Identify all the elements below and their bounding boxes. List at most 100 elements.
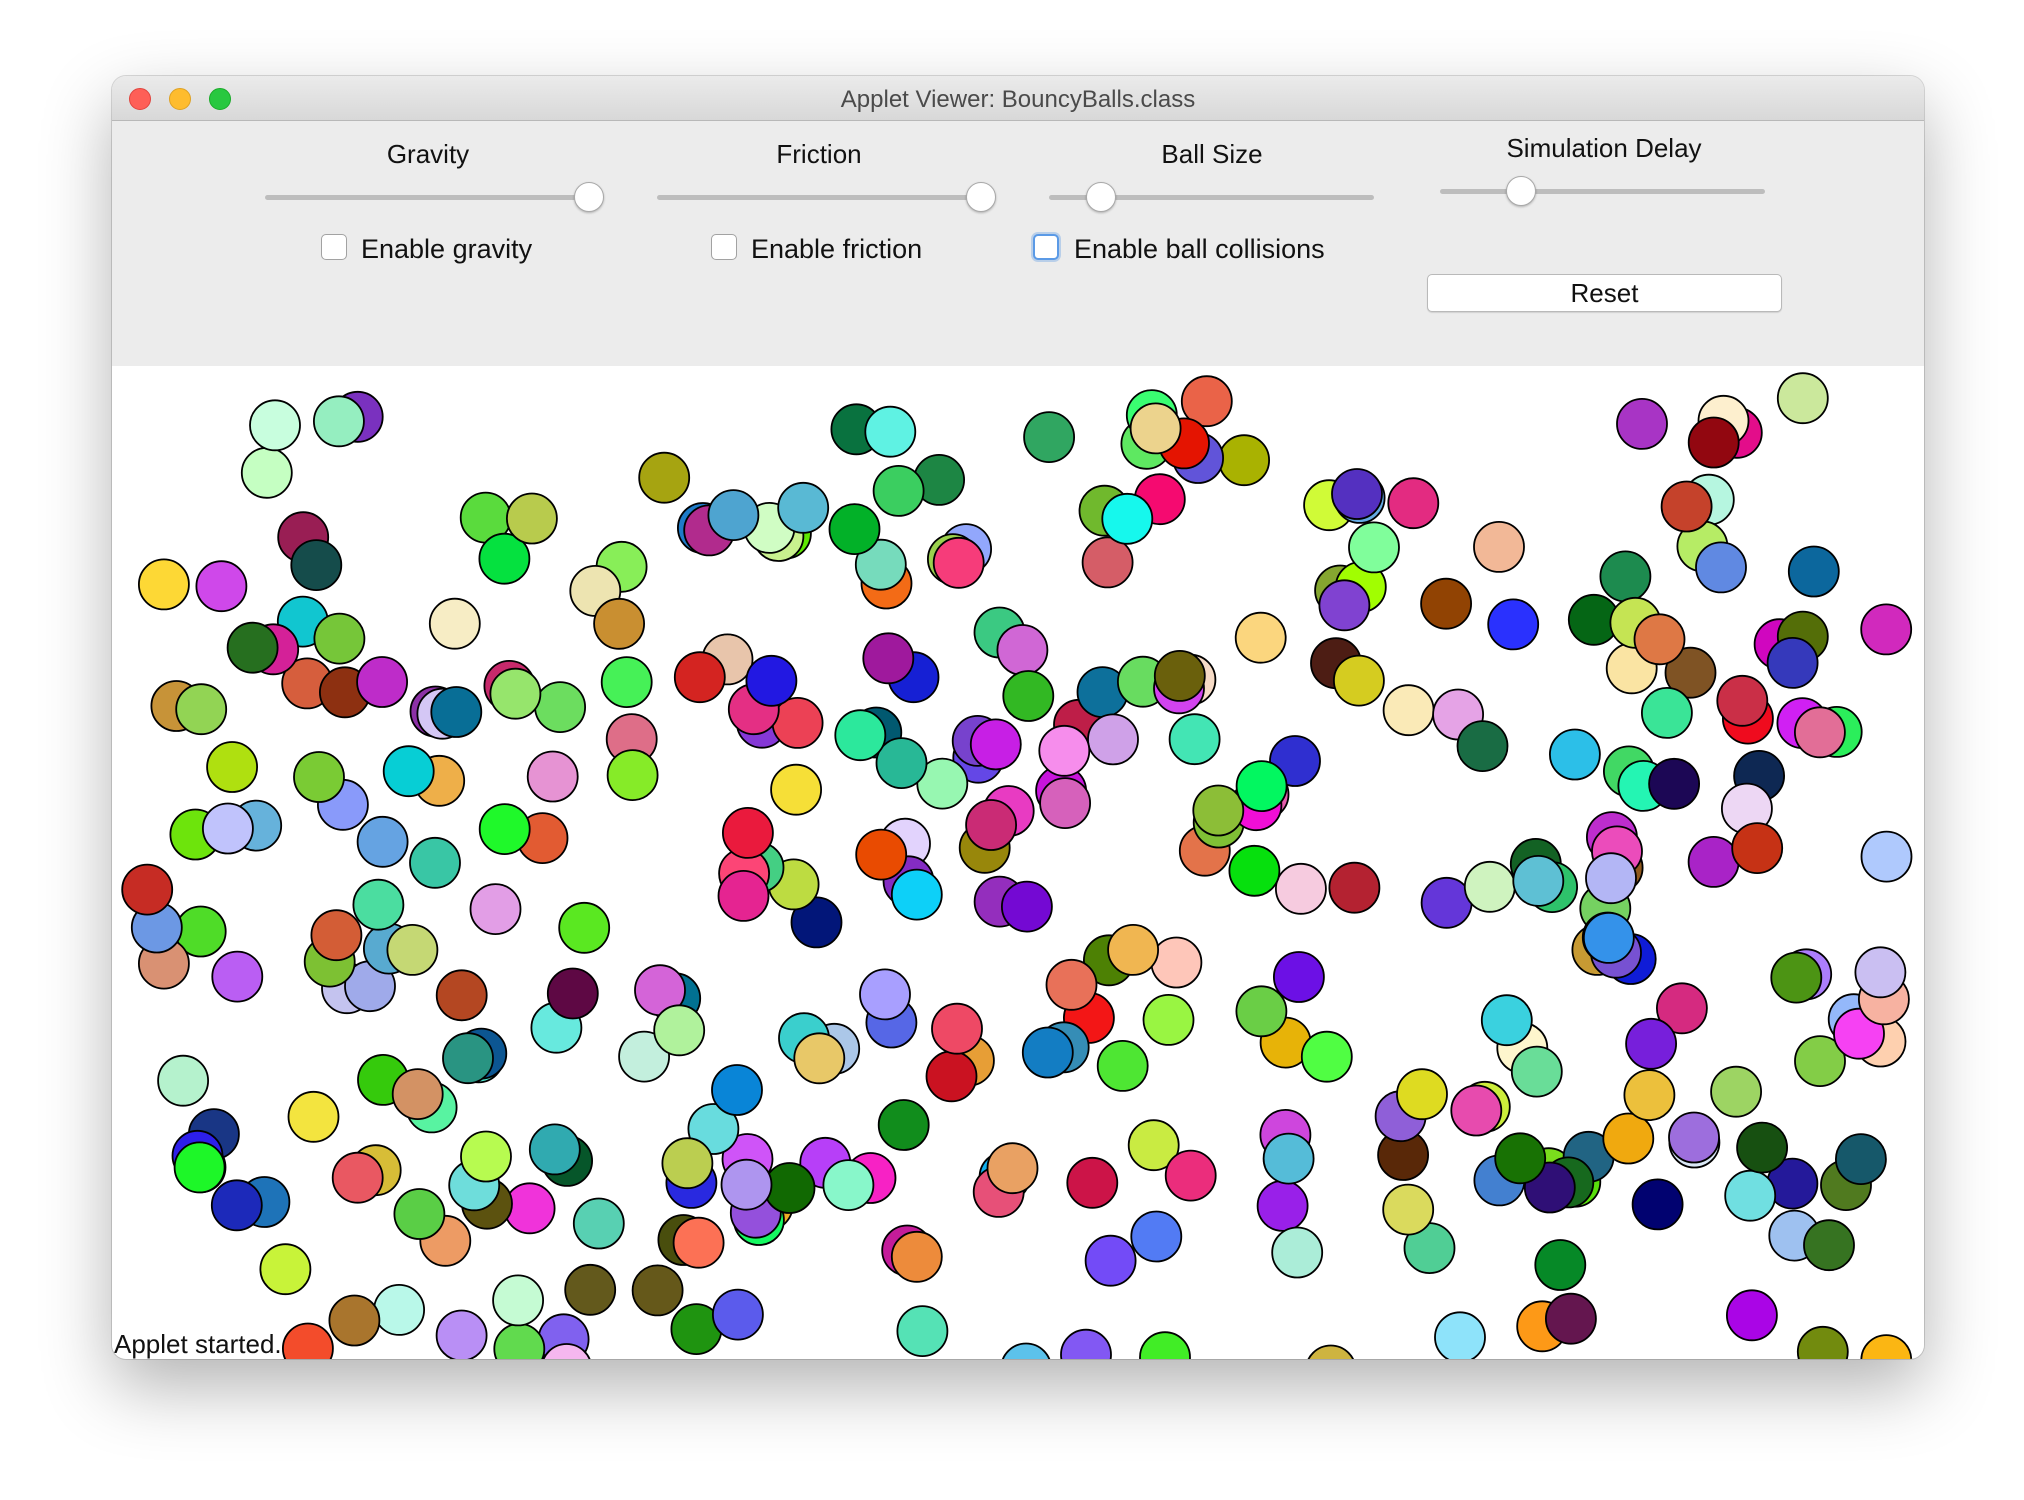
ball — [1066, 1156, 1119, 1209]
friction-checkbox[interactable] — [711, 234, 737, 260]
gravity-slider-knob[interactable] — [574, 182, 604, 212]
ball — [1150, 936, 1203, 989]
ball — [121, 863, 174, 916]
ball — [534, 681, 587, 734]
ball — [1710, 1065, 1762, 1118]
ball — [777, 481, 830, 534]
ball — [1234, 611, 1287, 664]
ball — [1835, 1133, 1887, 1185]
ball — [855, 828, 908, 881]
friction-slider-knob[interactable] — [966, 182, 996, 212]
friction-checkbox-label[interactable]: Enable friction — [751, 234, 923, 264]
ball — [1664, 646, 1717, 699]
ball — [1803, 1219, 1855, 1272]
ball-collisions-checkbox[interactable] — [1033, 234, 1059, 260]
ball — [1625, 1017, 1677, 1070]
ball — [1328, 861, 1381, 914]
ball — [1096, 1040, 1149, 1092]
ball — [1512, 855, 1565, 907]
ball — [430, 686, 483, 738]
ball — [1623, 1069, 1676, 1121]
ball — [1387, 477, 1440, 530]
ball — [1770, 951, 1823, 1004]
ball — [1107, 924, 1159, 976]
ball — [1262, 1132, 1315, 1185]
ball — [1001, 880, 1053, 933]
ball — [1348, 521, 1400, 574]
ball — [720, 1158, 773, 1211]
close-window-button[interactable] — [129, 88, 151, 110]
ball — [313, 612, 366, 665]
ball — [505, 492, 558, 545]
ball — [672, 1216, 725, 1269]
ball — [393, 1188, 446, 1240]
ball — [638, 451, 691, 504]
ball — [745, 654, 798, 707]
simulation-canvas[interactable] — [112, 366, 1924, 1359]
ball — [1382, 1183, 1435, 1236]
ball — [1275, 862, 1327, 915]
ball — [854, 538, 907, 591]
gravity-checkbox-label[interactable]: Enable gravity — [361, 234, 533, 264]
ball — [618, 1030, 670, 1083]
ball — [1534, 1239, 1587, 1291]
ball — [1724, 1169, 1777, 1222]
gravity-checkbox[interactable] — [321, 234, 347, 260]
ball — [864, 405, 917, 458]
ball — [877, 1099, 930, 1151]
simulation-delay-slider-track[interactable] — [1440, 189, 1765, 194]
ball — [1130, 1210, 1183, 1263]
ball — [226, 621, 279, 674]
ball — [1463, 860, 1516, 913]
ball — [157, 1054, 209, 1107]
ball — [1487, 598, 1540, 651]
ball — [195, 560, 248, 613]
ball — [1631, 1178, 1684, 1231]
ball — [1641, 686, 1693, 739]
ball — [1668, 1111, 1720, 1164]
ball — [822, 1159, 875, 1211]
ball — [373, 1284, 426, 1336]
ball — [862, 632, 915, 685]
ball — [1473, 520, 1525, 573]
ball — [1687, 835, 1740, 888]
ball — [790, 896, 843, 949]
ball — [1582, 912, 1635, 964]
ball — [875, 737, 928, 790]
ball — [211, 950, 264, 1003]
ball — [1235, 985, 1288, 1038]
gravity-label: Gravity — [386, 139, 470, 169]
ball — [1023, 411, 1075, 463]
ball — [1510, 1045, 1563, 1098]
ball — [528, 1123, 581, 1176]
ball — [593, 597, 646, 650]
minimize-window-button[interactable] — [169, 88, 191, 110]
ball — [1726, 1289, 1778, 1342]
zoom-window-button[interactable] — [209, 88, 231, 110]
ball-size-slider-knob[interactable] — [1086, 182, 1116, 212]
ball — [546, 967, 599, 1020]
ball — [1616, 398, 1668, 450]
ball — [1480, 994, 1533, 1047]
gravity-slider-track[interactable] — [265, 195, 590, 200]
reset-button[interactable]: Reset — [1427, 274, 1782, 312]
ball — [173, 1141, 226, 1194]
ball — [1796, 1325, 1849, 1359]
ball — [1648, 757, 1700, 810]
ball — [493, 1323, 546, 1359]
ball — [717, 870, 770, 922]
ball-collisions-checkbox-label[interactable]: Enable ball collisions — [1074, 234, 1325, 264]
ball — [558, 901, 611, 954]
ball — [1060, 1328, 1112, 1359]
friction-slider-track[interactable] — [657, 195, 982, 200]
ball — [331, 1151, 384, 1204]
ball — [1084, 1234, 1137, 1287]
simulation-delay-slider-knob[interactable] — [1506, 176, 1536, 206]
ball — [478, 532, 531, 585]
ball-size-slider-track[interactable] — [1049, 195, 1374, 200]
applet-viewer-window: Applet Viewer: BouncyBalls.class Gravity… — [112, 76, 1924, 1359]
ball — [859, 968, 911, 1021]
ball — [1656, 982, 1708, 1035]
ball — [1854, 946, 1907, 999]
ball — [1139, 1331, 1191, 1359]
